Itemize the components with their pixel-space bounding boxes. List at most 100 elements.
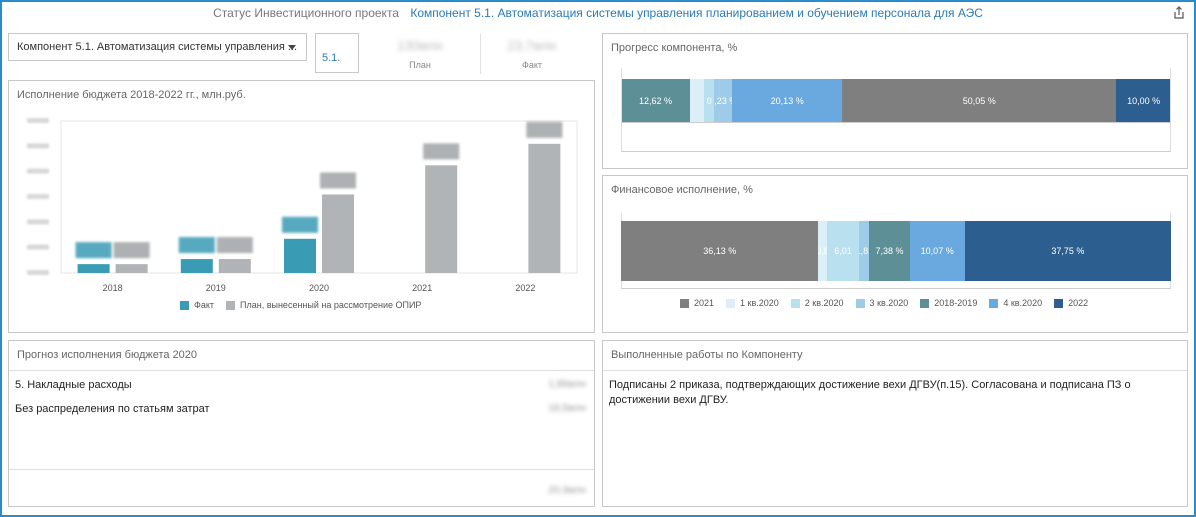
forecast-row-value: 1,86млн: [548, 379, 586, 390]
bar-value-label-redacted: [282, 216, 318, 233]
finance-legend-item[interactable]: 2021: [680, 298, 714, 308]
page-title: Статус Инвестиционного проекта: [213, 6, 399, 20]
x-tick-label: 2020: [309, 283, 329, 293]
finance-legend-item[interactable]: 2022: [1054, 298, 1088, 308]
finance-legend-item[interactable]: 2 кв.2020: [790, 298, 844, 308]
budget-panel: Исполнение бюджета 2018-2022 гг., млн.ру…: [8, 80, 595, 333]
progress-segment[interactable]: 50,05 %: [842, 79, 1117, 122]
progress-panel: Прогресс компонента, % 12,62 % 03,23 %20,…: [602, 33, 1188, 169]
finance-segment[interactable]: 10,07 %: [909, 221, 965, 281]
progress-segment[interactable]: 20,13 %: [732, 79, 843, 122]
legend-label-fact: Факт: [194, 300, 215, 310]
progress-segment[interactable]: [690, 79, 704, 122]
finance-legend-item[interactable]: 1 кв.2020: [726, 298, 779, 308]
forecast-row-label: 5. Накладные расходы: [15, 379, 132, 391]
legend-swatch: [989, 298, 999, 308]
header: Статус Инвестиционного проекта Компонент…: [0, 6, 1196, 26]
kpi-divider: [480, 34, 481, 74]
legend-swatch: [726, 298, 736, 308]
bar-value-label-redacted: [216, 237, 253, 254]
component-dropdown[interactable]: Компонент 5.1. Автоматизация системы упр…: [8, 33, 307, 61]
budget-chart: 2018 2019 2020 2021 2022: [27, 118, 578, 293]
legend-swatch-fact: [180, 300, 189, 310]
progress-segment[interactable]: 12,62 %: [621, 79, 691, 122]
y-tick-label-redacted: [27, 168, 49, 174]
legend-item-plan[interactable]: План, вынесенный на рассмотрение ОПИР: [226, 300, 421, 310]
legend-swatch: [855, 298, 865, 308]
bar-value-label-redacted: [526, 121, 563, 138]
finance-segment[interactable]: 6,01: [826, 221, 860, 281]
forecast-row: Без распределения по статьям затрат 18,5…: [15, 403, 586, 415]
finance-segment[interactable]: 7,38 %: [869, 221, 910, 281]
forecast-panel: Прогноз исполнения бюджета 2020 5. Накла…: [8, 340, 595, 507]
forecast-row-label: Без распределения по статьям затрат: [15, 403, 210, 415]
finance-stacked-bar: 36,13 %0,86,011,817,38 %10,07 %37,75 %: [621, 221, 1171, 281]
bar-plan: [528, 143, 561, 273]
plan-kpi-value: 130млн: [397, 38, 443, 53]
bar-plan: [218, 259, 251, 273]
bar-value-label-redacted: [178, 237, 215, 254]
forecast-panel-title: Прогноз исполнения бюджета 2020: [17, 349, 198, 361]
bar-value-label-redacted: [113, 242, 150, 259]
y-tick-label-redacted: [27, 118, 49, 123]
bar-fact: [77, 264, 110, 273]
works-panel: Выполненные работы по Компоненту Подписа…: [602, 340, 1188, 507]
plan-kpi: 130млн План: [370, 38, 470, 70]
progress-axis-line: [621, 68, 1171, 152]
finance-segment[interactable]: 36,13 %: [621, 221, 819, 281]
x-tick-label: 2021: [412, 283, 432, 293]
finance-segment[interactable]: 37,75 %: [964, 221, 1171, 281]
forecast-row-value: 18,5млн: [548, 403, 586, 414]
plan-kpi-label: План: [409, 60, 431, 70]
finance-legend-item[interactable]: 3 кв.2020: [855, 298, 909, 308]
bar-value-label-redacted: [75, 242, 112, 259]
plot-frame: [60, 120, 578, 274]
component-dropdown-value: Компонент 5.1. Автоматизация системы упр…: [17, 41, 298, 53]
bar-plan: [115, 264, 148, 273]
chevron-down-icon[interactable]: [288, 45, 296, 50]
legend-label: 1 кв.2020: [740, 298, 779, 308]
forecast-total-value: 20,3млн: [548, 485, 586, 496]
fact-kpi-value: 23,7млн: [507, 38, 557, 53]
legend-swatch-plan: [226, 300, 236, 310]
finance-legend-item[interactable]: 2018-2019: [920, 298, 977, 308]
y-tick-label-redacted: [27, 143, 49, 149]
works-text: Подписаны 2 приказа, подтверждающих дост…: [609, 379, 1131, 406]
fact-kpi: 23,7млн Факт: [482, 38, 582, 70]
finance-panel-title: Финансовое исполнение, %: [611, 184, 753, 196]
progress-panel-title: Прогресс компонента, %: [611, 42, 738, 54]
y-tick-label-redacted: [27, 244, 49, 250]
forecast-row: 5. Накладные расходы 1,86млн: [15, 379, 586, 391]
budget-legend: Факт План, вынесенный на рассмотрение ОП…: [180, 300, 421, 310]
finance-segment[interactable]: 0,8: [818, 221, 827, 281]
forecast-title-divider: [9, 370, 594, 371]
progress-segment[interactable]: 10,00 %: [1116, 79, 1171, 122]
y-tick-label-redacted: [27, 194, 49, 199]
bar-plan: [322, 194, 354, 273]
works-panel-title: Выполненные работы по Компоненту: [611, 349, 803, 361]
progress-segment[interactable]: 3,23 %: [714, 79, 733, 122]
legend-label: 2 кв.2020: [804, 298, 844, 308]
finance-legend-item[interactable]: 4 кв.2020: [989, 298, 1042, 308]
bar-fact: [180, 259, 213, 273]
legend-label: 4 кв.2020: [1003, 298, 1043, 308]
y-tick-label-redacted: [27, 270, 49, 275]
component-title-link[interactable]: Компонент 5.1. Автоматизация системы упр…: [410, 6, 983, 20]
share-icon[interactable]: [1172, 6, 1186, 20]
legend-item-fact[interactable]: Факт: [180, 300, 214, 310]
legend-label: 2022: [1068, 298, 1089, 308]
legend-label: 2018-2019: [934, 298, 978, 308]
bar-fact: [284, 238, 316, 273]
legend-swatch: [1054, 298, 1064, 308]
legend-label: 2021: [694, 298, 715, 308]
bar-plan: [425, 165, 458, 273]
legend-label: 3 кв.2020: [869, 298, 909, 308]
legend-label-plan: План, вынесенный на рассмотрение ОПИР: [240, 300, 422, 310]
finance-segment[interactable]: 1,81: [859, 221, 870, 281]
progress-segment[interactable]: 0: [703, 79, 715, 122]
finance-panel: Финансовое исполнение, % 36,13 %0,86,011…: [602, 175, 1188, 333]
forecast-total-divider: [9, 469, 594, 470]
legend-swatch: [920, 298, 930, 308]
works-title-divider: [603, 370, 1187, 371]
